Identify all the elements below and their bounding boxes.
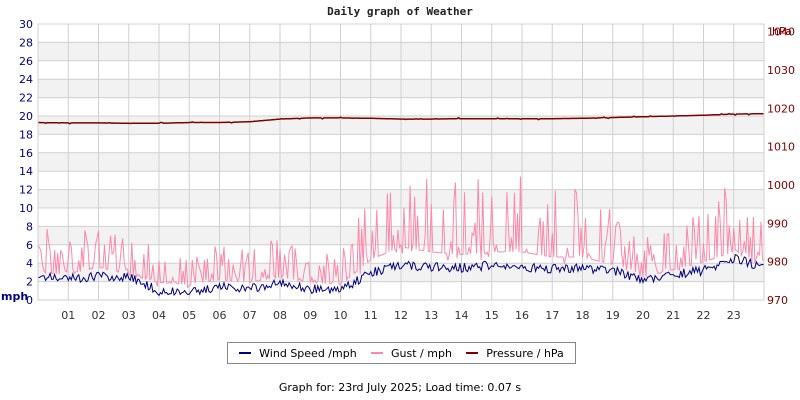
- pressure-swatch-icon: [466, 352, 479, 354]
- graph-footer: Graph for: 23rd July 2025; Load time: 0.…: [278, 381, 522, 394]
- svg-text:08: 08: [273, 309, 287, 322]
- svg-text:18: 18: [576, 309, 590, 322]
- legend-label-pressure: Pressure / hPa: [486, 346, 564, 360]
- svg-text:06: 06: [213, 309, 227, 322]
- svg-text:15: 15: [485, 309, 499, 322]
- svg-text:11: 11: [364, 309, 378, 322]
- gust-series-line: [37, 176, 765, 289]
- svg-text:26: 26: [19, 55, 33, 68]
- horizontal-gridlines: [38, 23, 764, 301]
- x-axis-ticks: 01 02 03 04 05 06 07 08 09 10 11 12 13 14 15 16 17 18 19 20…: [61, 309, 741, 322]
- svg-text:02: 02: [92, 309, 106, 322]
- legend-item-pressure: Pressure / hPa: [466, 347, 564, 360]
- gust-swatch-icon: [371, 352, 384, 354]
- svg-text:6: 6: [26, 239, 33, 252]
- svg-text:30: 30: [19, 18, 33, 31]
- svg-text:09: 09: [303, 309, 317, 322]
- legend-item-gust: Gust / mph: [371, 347, 452, 360]
- svg-text:980: 980: [767, 256, 788, 269]
- plot-frame: [37, 23, 765, 301]
- right-axis-ticks: 970 980 990 1000 1010 1020 1030 1040: [767, 26, 795, 307]
- right-axis-label: hPa: [772, 25, 792, 38]
- svg-text:1000: 1000: [767, 179, 795, 192]
- svg-text:05: 05: [182, 309, 196, 322]
- chart-legend: Wind Speed /mph Gust / mph Pressure / hP…: [227, 342, 576, 364]
- svg-text:04: 04: [152, 309, 166, 322]
- svg-text:21: 21: [666, 309, 680, 322]
- svg-text:14: 14: [19, 165, 33, 178]
- svg-text:03: 03: [122, 309, 136, 322]
- svg-text:20: 20: [636, 309, 650, 322]
- svg-text:4: 4: [26, 257, 33, 270]
- svg-text:13: 13: [424, 309, 438, 322]
- svg-text:1010: 1010: [767, 141, 795, 154]
- svg-text:990: 990: [767, 217, 788, 230]
- svg-text:16: 16: [19, 147, 33, 160]
- svg-text:23: 23: [727, 309, 741, 322]
- svg-text:970: 970: [767, 294, 788, 307]
- svg-text:8: 8: [26, 220, 33, 233]
- svg-text:01: 01: [61, 309, 75, 322]
- svg-text:1030: 1030: [767, 64, 795, 77]
- legend-label-wind-speed: Wind Speed /mph: [259, 346, 357, 360]
- svg-text:12: 12: [394, 309, 408, 322]
- wind-speed-series-line: [37, 254, 765, 297]
- plot-lines: [37, 112, 765, 297]
- svg-text:22: 22: [19, 92, 33, 105]
- svg-text:24: 24: [19, 73, 33, 86]
- vertical-gridlines: [67, 24, 735, 300]
- svg-text:07: 07: [243, 309, 257, 322]
- chart-title: Daily graph of Weather: [327, 5, 473, 18]
- svg-text:22: 22: [697, 309, 711, 322]
- svg-text:19: 19: [606, 309, 620, 322]
- svg-text:18: 18: [19, 128, 33, 141]
- svg-text:1040: 1040: [767, 26, 795, 39]
- pressure-series-line: [38, 112, 764, 125]
- svg-text:2: 2: [26, 276, 33, 289]
- legend-label-gust: Gust / mph: [391, 346, 452, 360]
- svg-text:10: 10: [19, 202, 33, 215]
- svg-text:1020: 1020: [767, 102, 795, 115]
- svg-text:17: 17: [545, 309, 559, 322]
- left-axis-label: mph: [1, 290, 28, 303]
- svg-text:0: 0: [26, 294, 33, 307]
- svg-text:12: 12: [19, 184, 33, 197]
- wind-speed-swatch-icon: [239, 352, 252, 354]
- svg-text:16: 16: [515, 309, 529, 322]
- legend-item-wind-speed: Wind Speed /mph: [239, 347, 357, 360]
- svg-text:20: 20: [19, 110, 33, 123]
- svg-text:14: 14: [455, 309, 469, 322]
- svg-text:10: 10: [334, 309, 348, 322]
- svg-text:28: 28: [19, 36, 33, 49]
